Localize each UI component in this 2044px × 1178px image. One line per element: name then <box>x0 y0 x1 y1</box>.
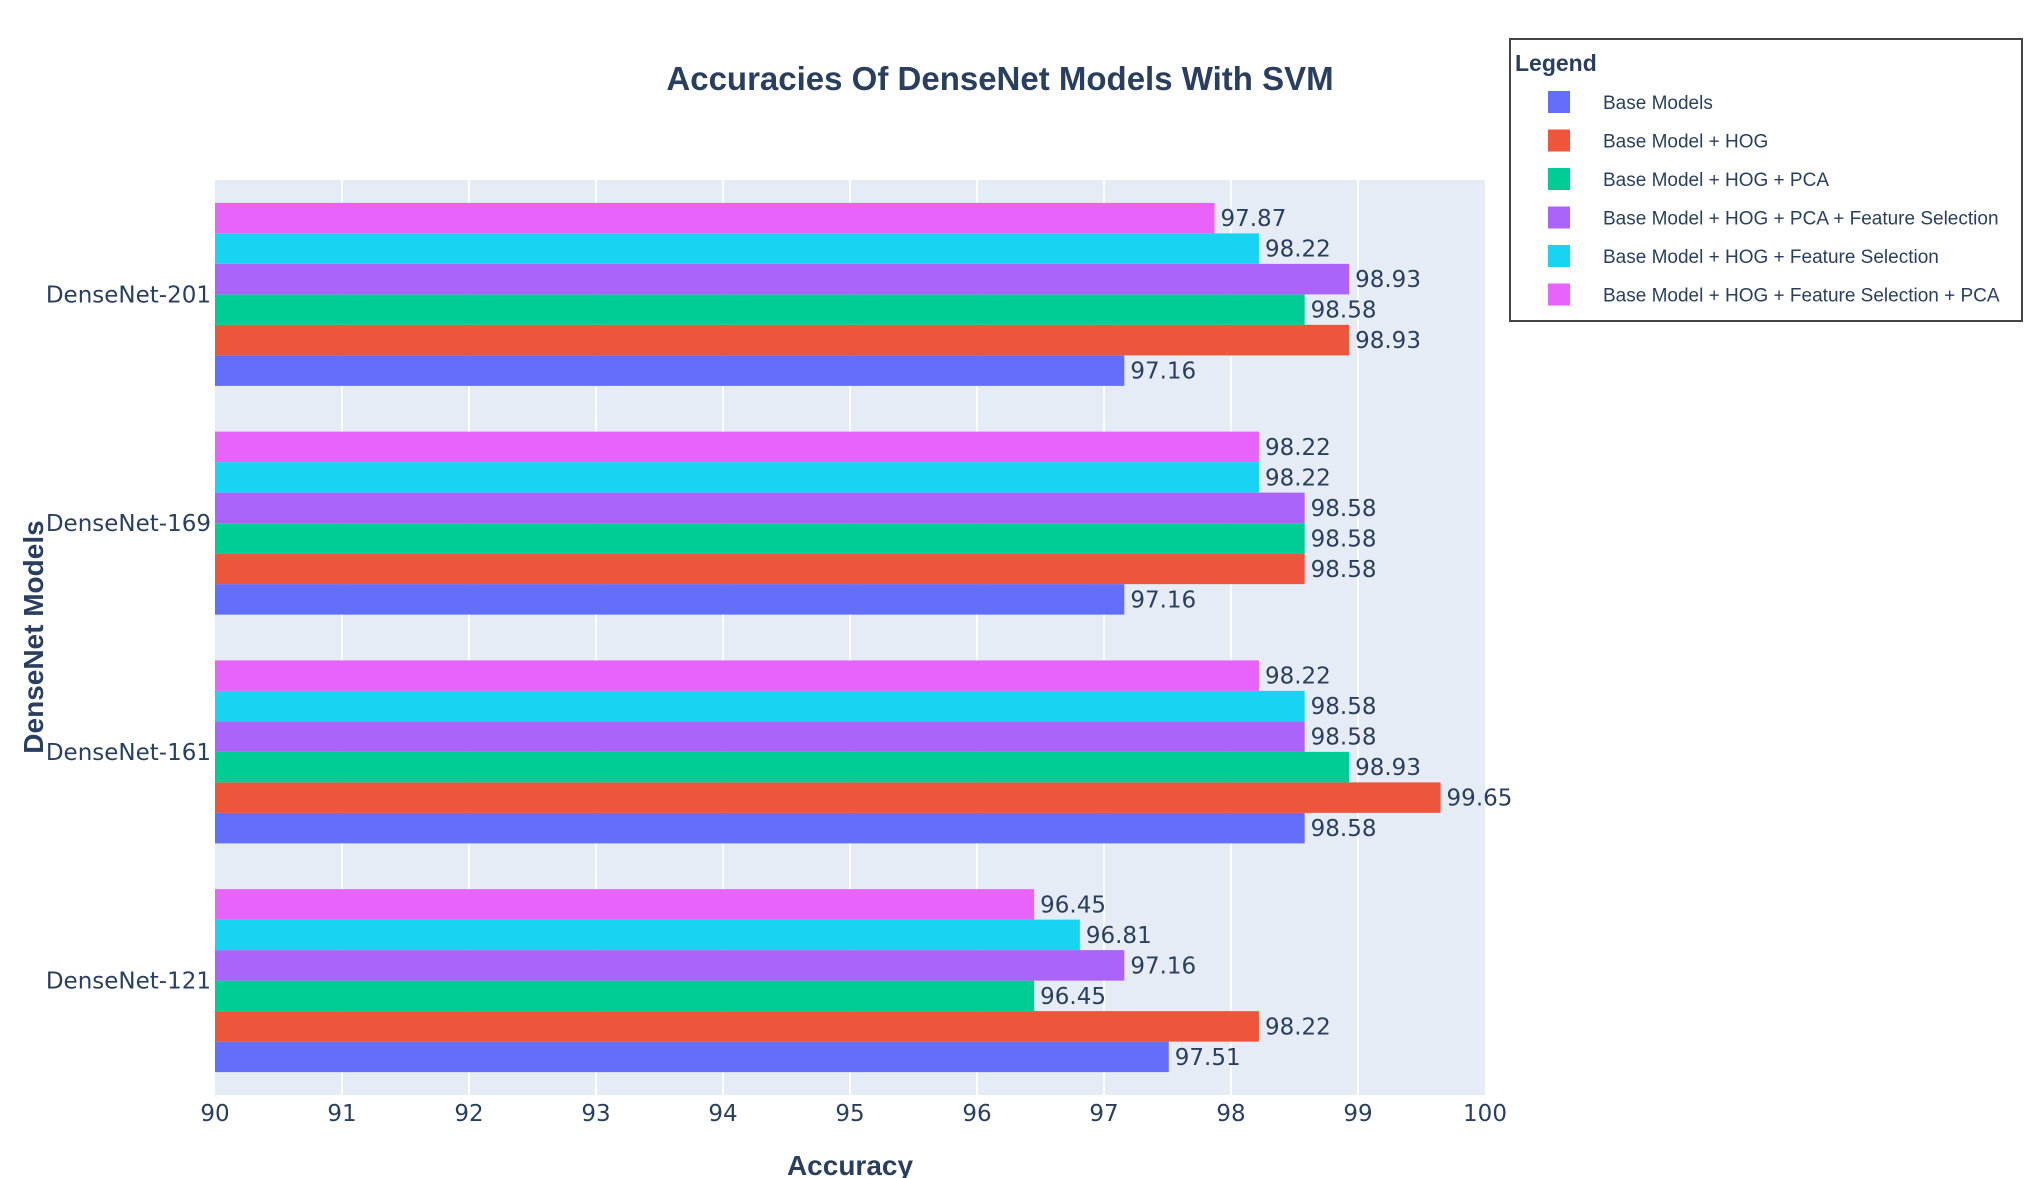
legend-item-label: Base Model + HOG <box>1603 132 1768 153</box>
y-category-label: DenseNet-121 <box>46 969 211 995</box>
bar <box>215 919 1080 951</box>
bar <box>215 721 1305 752</box>
bars <box>215 202 1441 1073</box>
bar <box>215 889 1035 920</box>
x-tick-label: 97 <box>1089 1101 1118 1127</box>
legend-item-label: Base Model + HOG + PCA <box>1603 170 1829 191</box>
bar <box>215 492 1305 524</box>
legend-item-label: Base Model + HOG + Feature Selection <box>1603 247 1939 268</box>
y-category-label: DenseNet-201 <box>46 282 211 308</box>
bar <box>215 1041 1169 1073</box>
legend-swatch <box>1548 283 1570 306</box>
legend-box <box>1509 38 2023 322</box>
legend-item-label: Base Model + HOG + PCA + Feature Selecti… <box>1603 209 1999 230</box>
bar-value-label: 98.22 <box>1265 465 1331 491</box>
bar-value-label: 97.16 <box>1130 587 1196 613</box>
legend-item-label: Base Model + HOG + Feature Selection + P… <box>1603 286 2000 307</box>
x-tick-label: 98 <box>1216 1101 1245 1127</box>
x-tick-label: 100 <box>1463 1101 1507 1127</box>
bar <box>215 950 1125 981</box>
legend-items: Base Models Base Model + HOG Base Model + … <box>1548 91 2000 307</box>
bar <box>215 690 1305 722</box>
legend-swatch <box>1548 91 1570 113</box>
bar <box>215 584 1125 615</box>
bar <box>215 324 1350 356</box>
bar <box>215 462 1259 493</box>
y-axis-categories: DenseNet-121 DenseNet-161 DenseNet-169 Dens… <box>46 282 211 994</box>
bar <box>215 812 1305 844</box>
bar-value-label: 97.16 <box>1130 953 1196 979</box>
legend-swatch <box>1548 245 1570 267</box>
bar-value-label: 97.87 <box>1220 206 1286 232</box>
legend-swatch <box>1548 129 1570 152</box>
y-category-label: DenseNet-169 <box>46 511 211 537</box>
bar <box>215 263 1350 295</box>
bar-value-label: 98.58 <box>1311 496 1377 522</box>
legend-swatch <box>1548 168 1570 190</box>
bar <box>215 431 1259 463</box>
bar <box>215 660 1259 691</box>
data-labels: 97.51 98.22 96.45 97.16 96.81 96.45 98.58 99.65… <box>1040 206 1512 1071</box>
bar-value-label: 98.22 <box>1265 664 1331 690</box>
x-tick-label: 95 <box>835 1101 864 1127</box>
bar <box>215 751 1350 783</box>
bar-value-label: 98.22 <box>1265 237 1331 263</box>
bar-value-label: 96.45 <box>1040 984 1106 1010</box>
bar-value-label: 98.58 <box>1311 725 1377 751</box>
bar-value-label: 98.58 <box>1311 694 1377 720</box>
x-tick-label: 90 <box>200 1101 229 1127</box>
bar-value-label: 97.16 <box>1130 359 1196 385</box>
y-category-label: DenseNet-161 <box>46 740 211 766</box>
bar-value-label: 98.58 <box>1311 557 1377 583</box>
bar <box>215 1011 1259 1042</box>
bar <box>215 980 1035 1012</box>
x-tick-label: 93 <box>581 1101 610 1127</box>
legend-item-label: Base Models <box>1603 93 1713 114</box>
bar-value-label: 98.93 <box>1355 267 1421 293</box>
legend-title: Legend <box>1515 50 1597 76</box>
chart-title: Accuracies Of DenseNet Models With SVM <box>666 60 1333 97</box>
legend-swatch <box>1548 206 1570 229</box>
bar-value-label: 98.58 <box>1311 526 1377 552</box>
x-tick-label: 92 <box>454 1101 483 1127</box>
bar-value-label: 96.45 <box>1040 892 1106 918</box>
bar-value-label: 97.51 <box>1175 1045 1241 1071</box>
x-tick-label: 91 <box>327 1101 356 1127</box>
bar <box>215 202 1215 234</box>
bar-value-label: 98.22 <box>1265 1014 1331 1040</box>
bar <box>215 294 1305 325</box>
x-tick-label: 96 <box>962 1101 991 1127</box>
x-tick-label: 99 <box>1343 1101 1372 1127</box>
bar <box>215 553 1305 585</box>
bar <box>215 782 1441 813</box>
bar <box>215 355 1125 386</box>
x-axis-ticks: 90 91 92 93 94 95 96 97 98 99 100 <box>200 1101 1507 1127</box>
bar <box>215 523 1305 554</box>
bar-value-label: 98.93 <box>1355 328 1421 354</box>
bar-value-label: 98.22 <box>1265 435 1331 461</box>
x-tick-label: 94 <box>708 1101 737 1127</box>
bar-value-label: 99.65 <box>1447 786 1513 812</box>
bar <box>215 233 1259 264</box>
x-axis-title: Accuracy <box>787 1150 914 1178</box>
bar-value-label: 98.93 <box>1355 755 1421 781</box>
bar-value-label: 98.58 <box>1311 298 1377 324</box>
bar-value-label: 98.58 <box>1311 816 1377 842</box>
bar-value-label: 96.81 <box>1086 923 1152 949</box>
y-axis-title: DenseNet Models <box>18 520 49 753</box>
